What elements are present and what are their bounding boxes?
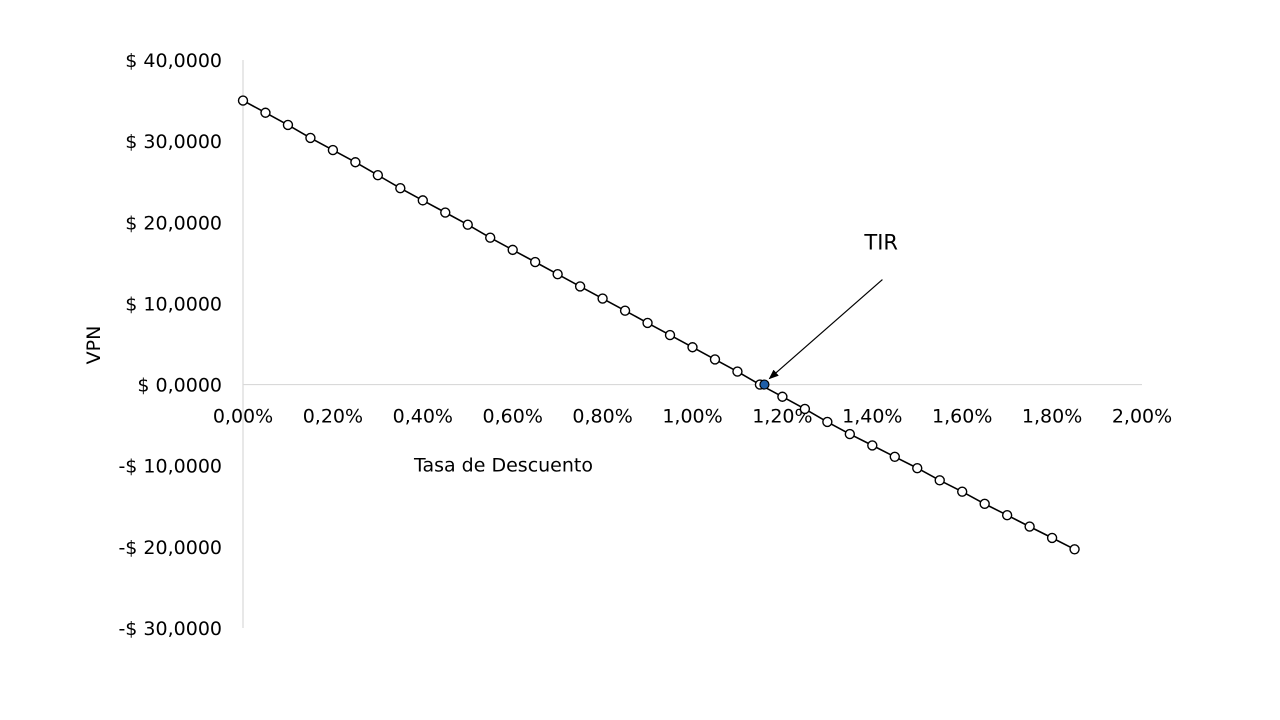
- data-point: [777, 391, 788, 402]
- data-point: [260, 107, 271, 118]
- irr-annotation: TIR: [768, 231, 898, 380]
- data-point: [1024, 521, 1035, 532]
- y-tick-label: $ 30,0000: [125, 131, 222, 153]
- y-axis-title: VPN: [83, 326, 105, 365]
- data-point: [979, 498, 990, 510]
- y-tick-label: $ 0,0000: [137, 375, 222, 397]
- axes: [242, 60, 1142, 628]
- x-tick-labels: 0,00% 0,20% 0,40% 0,60% 0,80% 1,00% 1,20% 1,40%…: [213, 406, 1172, 428]
- data-point: [417, 195, 428, 206]
- irr-annotation-label: TIR: [863, 231, 898, 255]
- y-tick-label: -$ 10,0000: [118, 456, 222, 478]
- data-point: [372, 170, 384, 181]
- data-point: [732, 366, 743, 377]
- x-tick-label: 0,40%: [393, 406, 453, 428]
- data-point: [305, 132, 316, 144]
- data-point: [889, 451, 900, 462]
- npv-series: [237, 95, 1080, 555]
- x-tick-label: 1,00%: [662, 406, 722, 428]
- data-point: [912, 462, 923, 474]
- data-point: [619, 305, 631, 316]
- data-point: [1046, 532, 1058, 544]
- npv-series-line: [242, 99, 1075, 551]
- data-point: [462, 219, 473, 230]
- data-point: [957, 486, 968, 497]
- y-tick-labels: $ 40,0000 $ 30,0000 $ 20,0000 $ 10,0000 $ 0,…: [118, 50, 222, 640]
- x-tick-label: 1,20%: [752, 406, 812, 428]
- data-point: [485, 232, 496, 243]
- data-point: [822, 416, 833, 428]
- irr-point: [759, 379, 770, 390]
- x-axis-title: Tasa de Descuento: [413, 455, 593, 477]
- data-point: [350, 157, 361, 168]
- data-point: [799, 403, 811, 415]
- y-tick-label: $ 10,0000: [125, 293, 222, 315]
- data-point: [934, 475, 945, 486]
- data-point: [664, 329, 676, 341]
- y-tick-label: -$ 30,0000: [118, 618, 222, 640]
- data-point: [709, 354, 721, 365]
- data-point: [867, 440, 878, 451]
- data-point: [327, 144, 339, 156]
- data-point: [642, 317, 653, 329]
- y-tick-label: -$ 20,0000: [118, 537, 222, 559]
- data-point: [687, 342, 698, 353]
- data-point: [574, 281, 586, 292]
- x-tick-label: 1,40%: [842, 406, 902, 428]
- data-point: [1001, 510, 1013, 521]
- y-tick-label: $ 40,0000: [125, 50, 222, 72]
- x-tick-label: 0,20%: [303, 406, 363, 428]
- x-tick-label: 1,80%: [1022, 406, 1082, 428]
- npv-points: [237, 95, 1080, 555]
- x-tick-label: 0,80%: [572, 406, 632, 428]
- x-tick-label: 0,00%: [213, 406, 273, 428]
- irr-arrow: [768, 279, 883, 380]
- data-point: [529, 256, 541, 268]
- x-tick-label: 1,60%: [932, 406, 992, 428]
- data-point: [440, 207, 451, 218]
- data-point: [1069, 544, 1080, 555]
- data-point: [844, 428, 856, 440]
- data-point: [395, 183, 406, 194]
- x-tick-label: 0,60%: [483, 406, 543, 428]
- data-point: [552, 269, 563, 280]
- x-tick-label: 2,00%: [1112, 406, 1172, 428]
- data-point: [597, 293, 608, 304]
- data-point: [282, 119, 294, 131]
- y-tick-label: $ 20,0000: [125, 212, 222, 234]
- data-point: [237, 95, 249, 106]
- data-point: [507, 244, 518, 256]
